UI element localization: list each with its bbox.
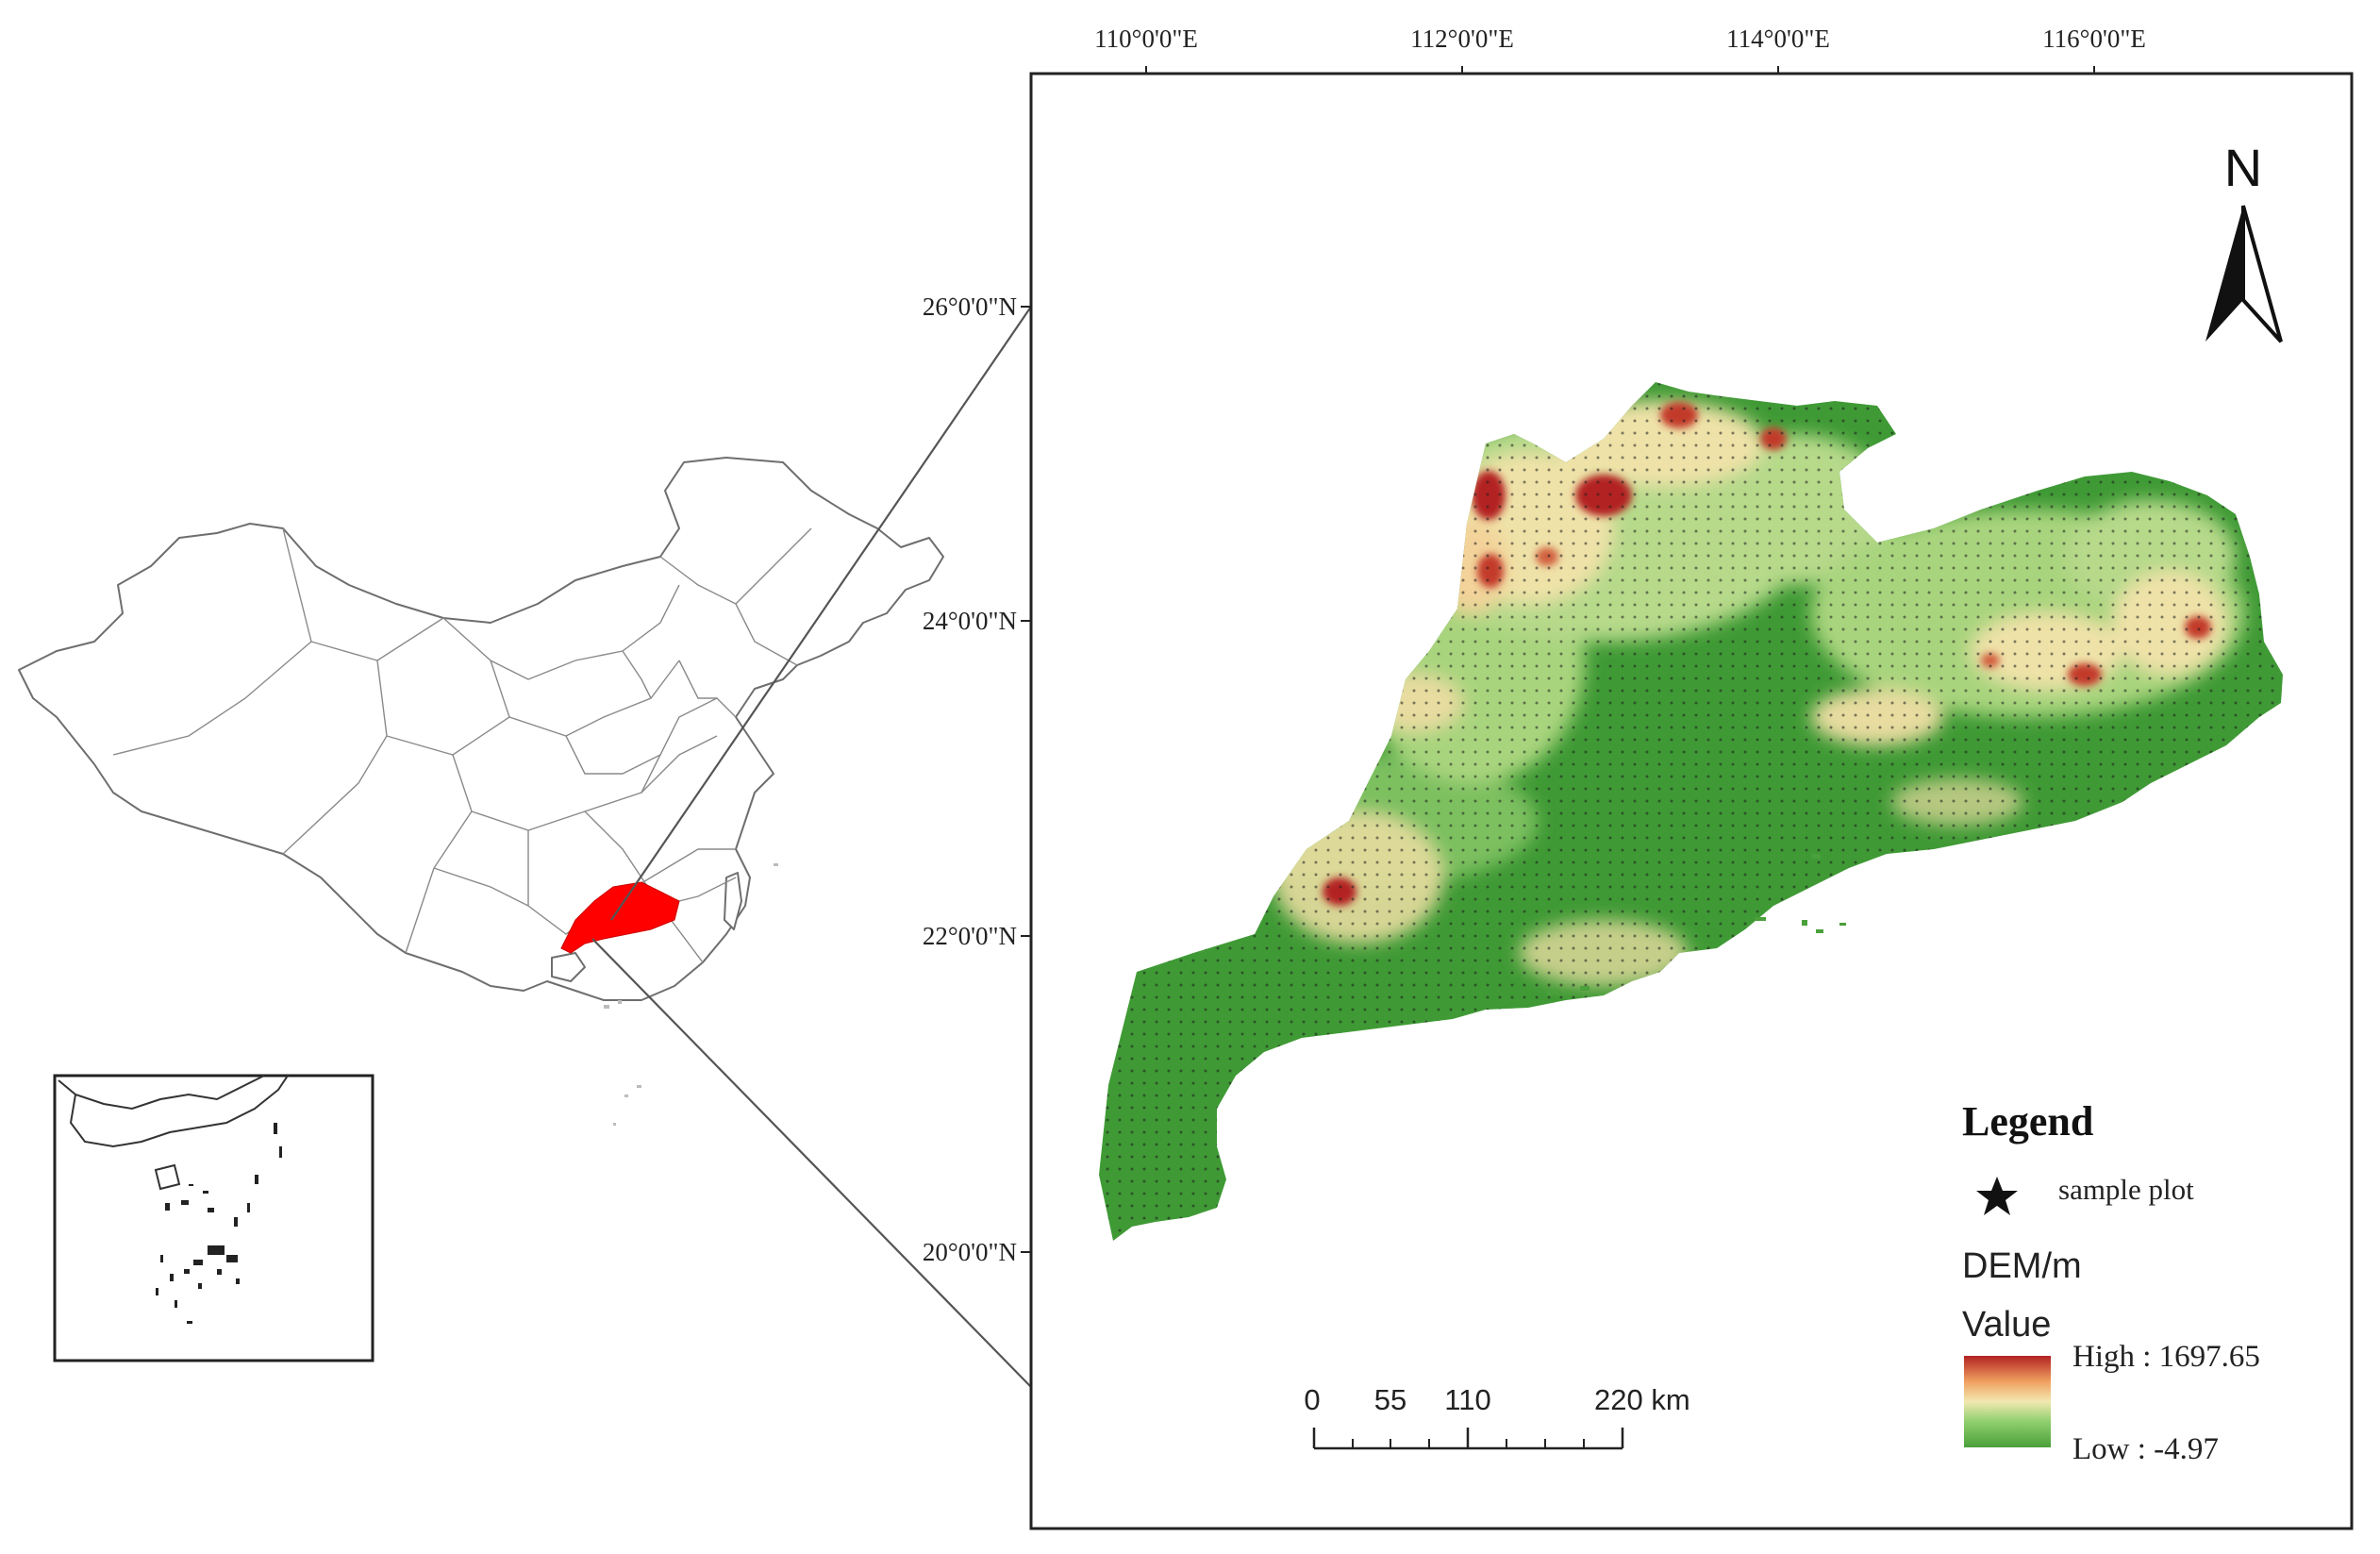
scale-label-110: 110: [1444, 1383, 1490, 1416]
north-arrow: N: [2205, 138, 2283, 343]
lon-tick-110: 110°0'0"E: [1094, 25, 1198, 53]
legend-value-heading: Value: [1962, 1305, 2051, 1345]
legend-low-label: Low : -4.97: [2072, 1432, 2219, 1466]
lat-tick-26: 26°0'0"N: [923, 292, 1017, 321]
china-outline: [18, 457, 944, 1001]
legend: Legend sample plot DEM/m Value High : 16…: [1962, 1098, 2260, 1466]
lon-tick-114: 114°0'0"E: [1726, 25, 1830, 53]
lon-tick-116: 116°0'0"E: [2042, 25, 2146, 53]
guangdong-highlight: [560, 881, 680, 954]
taiwan-island: [724, 872, 742, 930]
legend-layer-name: DEM/m: [1962, 1246, 2082, 1286]
lon-tick-112: 112°0'0"E: [1410, 25, 1514, 53]
star-icon: [1976, 1177, 2018, 1215]
lat-tick-22: 22°0'0"N: [923, 922, 1017, 950]
scale-bar: 0 55 110 220 km: [1304, 1383, 1690, 1450]
connector-line-lower: [591, 938, 1032, 1388]
south-china-sea-scatter: [604, 863, 778, 1126]
connector-line-upper: [610, 306, 1032, 921]
north-arrow-icon: [2205, 205, 2283, 343]
dem-map-panel: 110°0'0"E 112°0'0"E 114°0'0"E 116°0'0"E …: [923, 25, 2354, 1530]
scale-label-0: 0: [1304, 1383, 1320, 1416]
inset-hainan: [154, 1163, 181, 1191]
latitude-axis: 26°0'0"N 24°0'0"N 22°0'0"N 20°0'0"N: [923, 292, 1031, 1266]
scale-label-220: 220 km: [1594, 1383, 1690, 1416]
coastal-islands: [1547, 854, 1846, 995]
legend-sample-plot-label: sample plot: [2058, 1173, 2194, 1206]
legend-high-label: High : 1697.65: [2072, 1340, 2260, 1374]
longitude-axis: 110°0'0"E 112°0'0"E 114°0'0"E 116°0'0"E: [1094, 25, 2146, 74]
inset-islands: [156, 1123, 282, 1324]
inset-coastline: [58, 1075, 289, 1148]
legend-title: Legend: [1962, 1098, 2093, 1145]
lat-tick-24: 24°0'0"N: [923, 607, 1017, 635]
hainan-island: [551, 952, 586, 982]
north-arrow-label: N: [2224, 138, 2262, 197]
overview-map: [18, 457, 944, 1126]
lat-tick-20: 20°0'0"N: [923, 1238, 1017, 1266]
scale-label-55: 55: [1374, 1383, 1406, 1416]
legend-color-ramp: [1964, 1356, 2051, 1447]
south-china-sea-inset: [53, 1074, 374, 1362]
